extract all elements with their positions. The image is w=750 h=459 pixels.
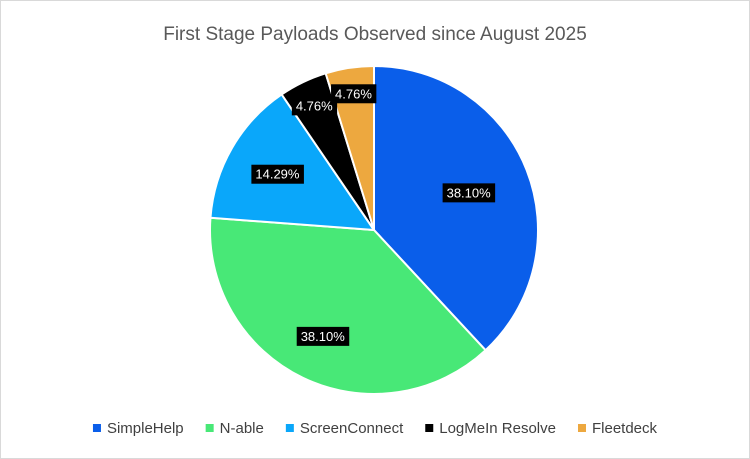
legend-swatch bbox=[205, 424, 214, 432]
chart-title: First Stage Payloads Observed since Augu… bbox=[163, 24, 587, 45]
data-label-text: 4.76% bbox=[296, 98, 333, 113]
data-labels: 38.10% 38.10% 14.29% 4.76%4.76% bbox=[251, 84, 496, 346]
data-label-simplehelp: 38.10% bbox=[442, 183, 496, 203]
pie-slices bbox=[209, 65, 539, 395]
legend-item-n-able: N-able bbox=[205, 420, 264, 437]
pie-slice-fleetdeck bbox=[324, 65, 375, 231]
data-label-fleetdeck: 4.76% bbox=[331, 84, 377, 104]
data-label-text: 38.10% bbox=[301, 329, 346, 344]
pie-slice-simplehelp bbox=[373, 65, 539, 352]
data-label-box bbox=[296, 326, 350, 346]
legend-swatch bbox=[425, 424, 434, 432]
data-label-text: 14.29% bbox=[255, 167, 300, 182]
data-label-box bbox=[251, 164, 304, 184]
data-label-box bbox=[291, 96, 338, 116]
data-label-box bbox=[331, 84, 377, 104]
data-label-n-able: 38.10% bbox=[296, 326, 350, 346]
data-label-text: 38.10% bbox=[447, 185, 492, 200]
data-label-screenconnect: 14.29% bbox=[251, 164, 304, 184]
pie-slice-n-able bbox=[209, 216, 487, 395]
legend-item-logmein-resolve: LogMeIn Resolve bbox=[425, 420, 556, 437]
legend-label: Fleetdeck bbox=[592, 420, 658, 437]
legend-swatch bbox=[577, 424, 586, 432]
legend-swatch bbox=[92, 424, 101, 432]
legend-item-simplehelp: SimpleHelp bbox=[92, 420, 184, 437]
legend-item-fleetdeck: Fleetdeck bbox=[577, 420, 658, 437]
data-label-text: 4.76% bbox=[335, 86, 372, 101]
legend-item-screenconnect: ScreenConnect bbox=[285, 420, 404, 437]
legend-label: N-able bbox=[220, 420, 264, 437]
legend-label: ScreenConnect bbox=[300, 420, 404, 437]
data-label-box bbox=[442, 183, 496, 203]
legend-swatch bbox=[285, 424, 294, 432]
legend: SimpleHelp N-able ScreenConnect LogMeIn Res… bbox=[92, 420, 658, 437]
legend-label: LogMeIn Resolve bbox=[439, 420, 556, 437]
pie-slice-screenconnect bbox=[209, 93, 375, 231]
legend-label: SimpleHelp bbox=[107, 420, 184, 437]
data-label-logmein-resolve: 4.76% bbox=[291, 96, 338, 116]
